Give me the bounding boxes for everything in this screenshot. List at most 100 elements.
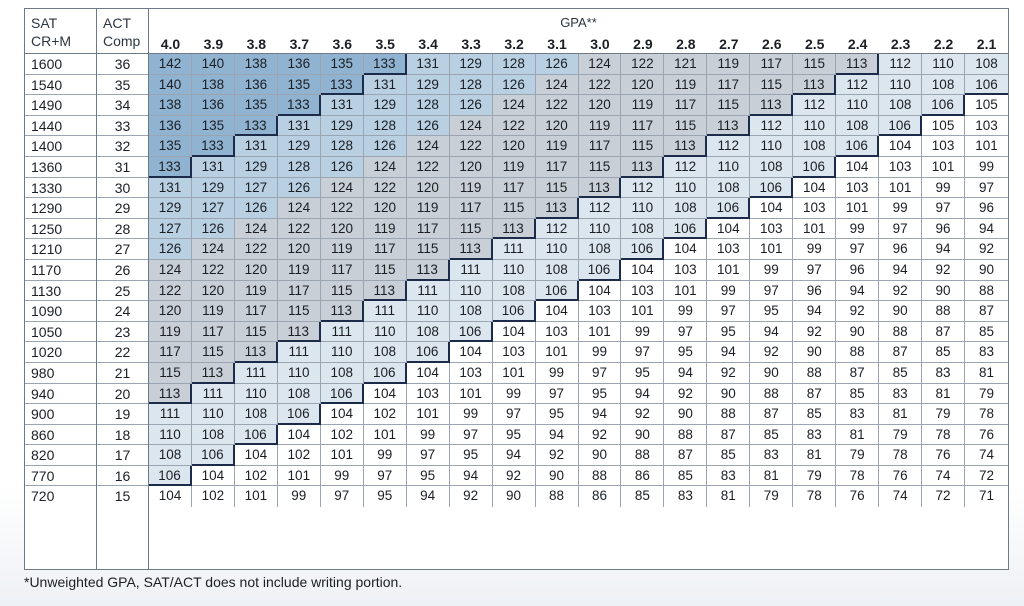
score-cell: 119 (621, 95, 665, 116)
score-cell: 76 (836, 486, 880, 508)
score-cell: 108 (793, 136, 837, 157)
score-cell: 92 (793, 321, 837, 343)
score-cell: 96 (879, 239, 923, 260)
score-cell: 142 (149, 54, 192, 75)
sat-column: SAT CR+M 1600 1540 1490 1440 1400 1360 1330 129… (25, 9, 97, 569)
score-cell: 78 (836, 465, 880, 487)
score-cell: 78 (793, 486, 837, 508)
score-cell: 81 (879, 404, 923, 425)
score-cell: 112 (621, 177, 665, 199)
score-cell: 106 (406, 342, 450, 363)
act-value: 20 (97, 384, 148, 405)
score-cell: 108 (449, 301, 493, 322)
score-cell: 106 (320, 383, 364, 405)
score-cell: 111 (234, 362, 278, 384)
score-cell: 99 (449, 404, 493, 425)
score-cell: 95 (707, 321, 751, 343)
act-header-line2: Comp (103, 33, 141, 49)
score-cell: 110 (664, 177, 708, 199)
score-cell: 112 (836, 74, 880, 96)
sat-value: 1020 (25, 342, 96, 363)
score-cell: 92 (965, 239, 1008, 260)
score-cell: 101 (922, 156, 966, 178)
score-cell: 87 (836, 362, 880, 384)
score-cell: 90 (535, 465, 579, 487)
score-cell: 96 (793, 280, 837, 302)
sat-value: 1210 (25, 239, 96, 260)
act-column: ACT Comp 36 35 34 33 32 31 30 29 28 27 26 25 24 23 22 2… (97, 9, 149, 569)
score-cell: 115 (191, 342, 235, 363)
score-cell: 108 (277, 383, 321, 405)
score-cell: 126 (277, 177, 321, 199)
score-cell: 85 (664, 465, 708, 487)
score-cell: 88 (707, 404, 751, 425)
score-cell: 110 (793, 115, 837, 137)
score-cell: 108 (535, 259, 579, 281)
score-cell: 97 (406, 445, 450, 466)
score-cell: 85 (621, 486, 665, 508)
act-value: 26 (97, 260, 148, 281)
score-cell: 99 (406, 424, 450, 446)
score-cell: 129 (449, 54, 493, 75)
score-cell: 140 (149, 74, 192, 96)
score-cell: 85 (836, 383, 880, 405)
score-cell: 105 (922, 115, 966, 137)
score-cell: 122 (320, 198, 364, 219)
score-cell: 106 (793, 156, 837, 178)
sat-value: 1130 (25, 281, 96, 302)
score-cell: 83 (922, 362, 966, 384)
score-cell: 99 (278, 486, 321, 508)
score-cell: 120 (234, 259, 278, 281)
score-cell: 122 (149, 280, 192, 302)
score-cell: 110 (750, 136, 794, 157)
score-cell: 92 (450, 486, 493, 508)
act-value: 34 (97, 95, 148, 116)
score-cell: 74 (922, 465, 966, 487)
sat-values: 1600 1540 1490 1440 1400 1360 1330 1290 1250 1210… (25, 54, 96, 507)
score-cell: 74 (879, 486, 923, 508)
score-cell: 97 (664, 321, 708, 343)
score-cell: 112 (664, 156, 708, 178)
score-cell: 103 (535, 321, 579, 343)
score-cell: 120 (621, 74, 665, 96)
score-cell: 96 (836, 259, 880, 281)
score-cell: 129 (363, 95, 407, 116)
score-cell: 87 (707, 424, 751, 446)
act-value: 28 (97, 219, 148, 240)
score-cell: 106 (879, 115, 923, 137)
score-cell: 121 (664, 54, 708, 75)
score-cell: 111 (492, 239, 536, 260)
score-cell: 117 (363, 239, 407, 260)
score-cell: 110 (879, 74, 923, 96)
act-value: 18 (97, 425, 148, 446)
score-cell: 104 (363, 383, 407, 405)
sat-value: 1540 (25, 75, 96, 96)
score-cell: 124 (191, 239, 235, 260)
score-cell: 131 (406, 54, 450, 75)
gpa-column-header: 4.0 (160, 36, 181, 52)
score-cell: 103 (922, 136, 966, 157)
sat-value: 1330 (25, 178, 96, 199)
score-cell: 103 (879, 156, 923, 178)
score-cell: 128 (320, 136, 364, 157)
score-cell: 113 (836, 54, 880, 75)
score-cell: 115 (363, 259, 407, 281)
score-cell: 102 (363, 404, 407, 425)
score-cell: 117 (191, 321, 235, 343)
score-cell: 108 (922, 74, 966, 96)
score-cell: 88 (793, 362, 837, 384)
score-cell: 99 (836, 218, 880, 240)
score-cell: 127 (191, 198, 235, 219)
score-cell: 110 (578, 218, 622, 240)
score-cell: 108 (234, 404, 278, 425)
score-cell: 119 (277, 259, 321, 281)
score-cell: 113 (449, 239, 493, 260)
score-cell: 122 (406, 156, 450, 178)
score-cell: 94 (965, 219, 1008, 240)
academic-index-table: SAT CR+M 1600 1540 1490 1440 1400 1360 1330 129… (24, 8, 1009, 570)
score-cell: 119 (492, 156, 536, 178)
score-cell: 131 (363, 74, 407, 96)
act-value: 21 (97, 363, 148, 384)
score-cell: 85 (965, 322, 1008, 343)
score-cell: 112 (535, 218, 579, 240)
